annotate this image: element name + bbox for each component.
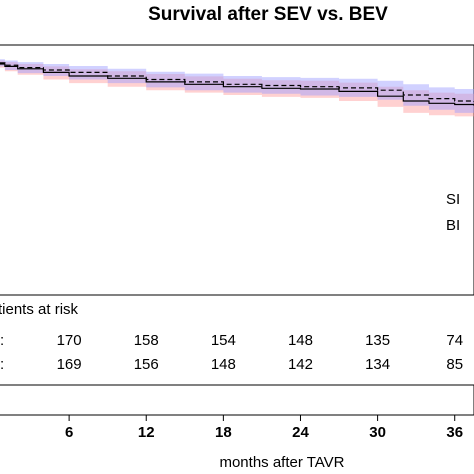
- risk-cell: 156: [134, 356, 159, 373]
- x-tick-label: 36: [446, 424, 463, 441]
- risk-cell: 134: [365, 356, 390, 373]
- legend-label-bev: BI: [446, 217, 460, 234]
- legend-label-sev: SI: [446, 191, 460, 208]
- risk-cell: 142: [288, 356, 313, 373]
- plot-frame: [0, 44, 474, 296]
- ci-band-sev: [0, 60, 474, 118]
- x-tick-label: 6: [65, 424, 73, 441]
- x-tick-label: 30: [369, 424, 386, 441]
- confidence-bands: [0, 59, 474, 118]
- survival-curves: [0, 62, 474, 106]
- axis-frame: [0, 384, 474, 416]
- risk-row-marker-bev: :: [0, 356, 4, 373]
- risk-cell: 154: [211, 332, 236, 349]
- risk-cell: 158: [134, 332, 159, 349]
- risk-cell: 169: [57, 356, 82, 373]
- x-tick-label: 18: [215, 424, 232, 441]
- risk-table-title: tients at risk: [0, 301, 79, 318]
- x-tick-label: 24: [292, 424, 309, 441]
- risk-table: 170 158 154 148 135 74 169 156 148 142 134 85: [57, 332, 463, 373]
- risk-cell: 74: [446, 332, 463, 349]
- x-axis-ticks: 6 12 18 24 30 36: [65, 415, 463, 441]
- risk-row-marker-sev: :: [0, 332, 4, 349]
- risk-cell: 148: [211, 356, 236, 373]
- x-axis-label: months after TAVR: [219, 454, 344, 471]
- risk-cell: 135: [365, 332, 390, 349]
- risk-cell: 170: [57, 332, 82, 349]
- chart-title: Survival after SEV vs. BEV: [148, 4, 388, 25]
- risk-cell: 148: [288, 332, 313, 349]
- survival-line-bev: [0, 62, 474, 103]
- risk-cell: 85: [446, 356, 463, 373]
- x-tick-label: 12: [138, 424, 155, 441]
